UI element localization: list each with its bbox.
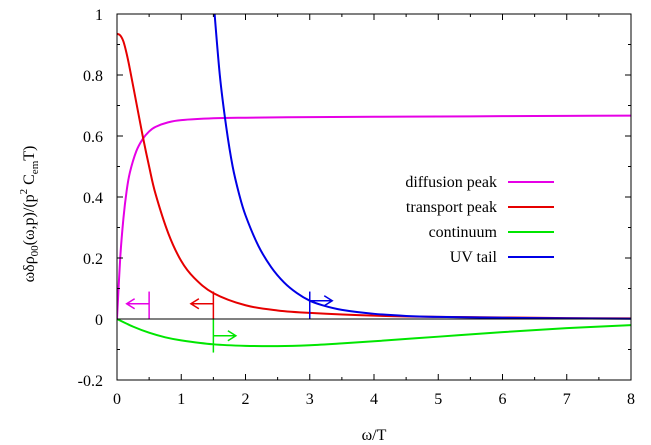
marker-arrow-head [227,330,238,342]
marker-arrow-head [125,298,136,310]
x-tick-label: 5 [434,391,442,408]
marker-UV-tail [309,291,334,319]
y-label-sub-b: 00 [29,245,41,257]
plot-frame [116,13,632,381]
marker-diffusion-peak [125,291,150,319]
axes: 0 1 2 3 4 5 6 7 8 -0.2 0 0.2 0.4 0.6 0.8 1 [78,7,635,408]
y-tick-label: 0 [95,312,103,329]
y-axis-label: ωδρ00(ω,p)/(p2 CemT) [18,146,41,283]
legend: diffusion peak transport peak continuum UV … [405,174,554,266]
x-tick-label: 1 [177,391,185,408]
series-line-continuum [117,318,631,348]
series-line-UV-tail [213,14,631,320]
x-tick-label: 3 [306,391,314,408]
y-tick-label: 0.4 [83,190,103,207]
series-line-diffusion-peak [117,114,631,320]
y-tick-label: 0.6 [83,129,103,146]
y-label-part-g: T) [21,146,38,161]
marker-transport-peak [189,291,215,319]
y-label-part-a: ωδρ [21,256,38,282]
legend-label-UV-tail: UV tail [450,249,498,266]
y-tick-label: 0.2 [83,251,103,268]
series-line-transport-peak [117,32,631,320]
y-label-sub-f: em [29,160,41,174]
legend-label-diffusion-peak: diffusion peak [405,174,497,191]
marker-arrow-head [323,295,334,307]
y-label-sup-d: 2 [18,189,30,195]
y-label-part-c: (ω,p)/(p [21,194,38,245]
x-tick-label: 7 [563,391,571,408]
x-tick-label: 8 [627,391,635,408]
y-tick-label: 1 [95,7,103,24]
y-label-part-e: C [21,174,38,189]
x-tick-label: 6 [499,391,507,408]
x-tick-label: 4 [370,391,378,408]
legend-label-transport-peak: transport peak [406,199,497,216]
y-tick-label: 0.8 [83,68,103,85]
x-tick-label: 2 [242,391,250,408]
marker-continuum [212,319,238,353]
legend-label-continuum: continuum [429,224,498,241]
marker-arrow-head [189,298,200,310]
plot-area [117,14,631,353]
y-tick-label: -0.2 [78,373,103,390]
x-tick-label: 0 [113,391,121,408]
x-axis-label: ω/T [362,427,387,444]
